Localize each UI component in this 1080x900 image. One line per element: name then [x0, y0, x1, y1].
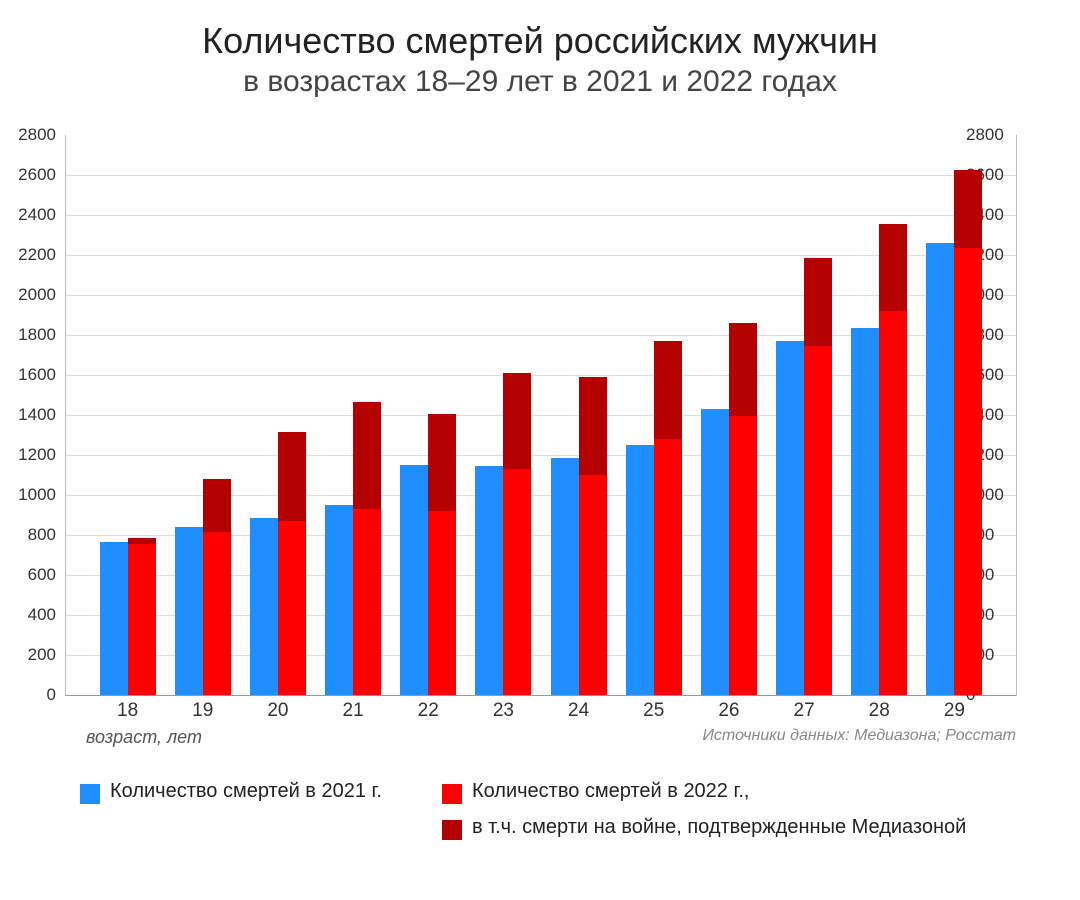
bar-2021 — [175, 527, 203, 695]
xtick: 24 — [568, 700, 589, 722]
bar-2022-war — [729, 323, 757, 416]
bar-2022-base — [503, 469, 531, 695]
ytick-left: 2000 — [6, 285, 56, 305]
bar-2022-war — [503, 373, 531, 469]
bar-2022-war — [879, 224, 907, 311]
ytick-left: 1400 — [6, 405, 56, 425]
xtick: 27 — [794, 700, 815, 722]
bar-2022-base — [879, 311, 907, 695]
x-axis-label: возраст, лет — [86, 727, 202, 748]
ytick-left: 1800 — [6, 325, 56, 345]
ytick-left: 1200 — [6, 445, 56, 465]
bar-2021 — [626, 445, 654, 695]
ytick-left: 2800 — [6, 125, 56, 145]
bar-2021 — [926, 243, 954, 695]
bar-2022-base — [278, 521, 306, 695]
ytick-left: 400 — [6, 605, 56, 625]
bar-2021 — [475, 466, 503, 695]
xtick: 29 — [944, 700, 965, 722]
bar-2022-war — [954, 170, 982, 248]
bar-2022-war — [278, 432, 306, 521]
ytick-left: 1000 — [6, 485, 56, 505]
chart-subtitle: в возрастах 18–29 лет в 2021 и 2022 года… — [0, 63, 1080, 101]
xtick: 22 — [418, 700, 439, 722]
xtick: 25 — [643, 700, 664, 722]
bar-2021 — [701, 409, 729, 695]
bar-2022-war — [428, 414, 456, 511]
bar-2021 — [851, 328, 879, 695]
bar-2022-base — [654, 439, 682, 695]
xtick: 18 — [117, 700, 138, 722]
plot-area: возраст, лет Источники данных: Медиазона… — [65, 135, 1017, 696]
legend-swatch-2021 — [80, 784, 100, 804]
bar-2022-war — [203, 479, 231, 532]
legend-item-war: в т.ч. смерти на войне, подтвержденные М… — [442, 816, 966, 840]
chart-container: Количество смертей российских мужчин в в… — [0, 0, 1080, 900]
legend-label-2021: Количество смертей в 2021 г. — [110, 780, 382, 803]
xtick: 19 — [192, 700, 213, 722]
title-block: Количество смертей российских мужчин в в… — [0, 18, 1080, 101]
gridline — [66, 175, 1016, 176]
bar-2021 — [776, 341, 804, 695]
gridline — [66, 295, 1016, 296]
bar-2021 — [400, 465, 428, 695]
ytick-right: 2800 — [966, 125, 1016, 145]
chart-title: Количество смертей российских мужчин — [0, 18, 1080, 63]
ytick-left: 2600 — [6, 165, 56, 185]
legend-swatch-2022 — [442, 784, 462, 804]
ytick-left: 200 — [6, 645, 56, 665]
xtick: 23 — [493, 700, 514, 722]
bar-2022-base — [954, 248, 982, 695]
legend-item-2022: Количество смертей в 2022 г., — [442, 780, 966, 804]
bar-2022-base — [804, 346, 832, 695]
legend-label-war: в т.ч. смерти на войне, подтвержденные М… — [472, 816, 966, 839]
bar-2022-base — [729, 416, 757, 695]
bar-2022-base — [203, 532, 231, 695]
bar-2021 — [551, 458, 579, 695]
legend-swatch-war — [442, 820, 462, 840]
ytick-left: 2400 — [6, 205, 56, 225]
xtick: 20 — [267, 700, 288, 722]
bar-2022-war — [128, 538, 156, 544]
bar-2022-war — [654, 341, 682, 439]
ytick-left: 0 — [6, 685, 56, 705]
bar-2022-base — [128, 544, 156, 695]
legend-item-2021: Количество смертей в 2021 г. — [80, 780, 382, 840]
bar-2022-war — [579, 377, 607, 475]
ytick-left: 1600 — [6, 365, 56, 385]
gridline — [66, 255, 1016, 256]
ytick-left: 800 — [6, 525, 56, 545]
gridline — [66, 215, 1016, 216]
bar-2021 — [325, 505, 353, 695]
bar-2022-base — [428, 511, 456, 695]
bar-2022-base — [579, 475, 607, 695]
bar-2022-war — [353, 402, 381, 509]
ytick-left: 2200 — [6, 245, 56, 265]
bar-2022-base — [353, 509, 381, 695]
xtick: 21 — [343, 700, 364, 722]
bar-2022-war — [804, 258, 832, 346]
xtick: 28 — [869, 700, 890, 722]
bar-2021 — [250, 518, 278, 695]
source-text: Источники данных: Медиазона; Росстат — [702, 727, 1016, 745]
legend: Количество смертей в 2021 г. Количество … — [80, 780, 1040, 840]
bar-2021 — [100, 542, 128, 695]
ytick-left: 600 — [6, 565, 56, 585]
xtick: 26 — [718, 700, 739, 722]
legend-label-2022: Количество смертей в 2022 г., — [472, 780, 750, 803]
